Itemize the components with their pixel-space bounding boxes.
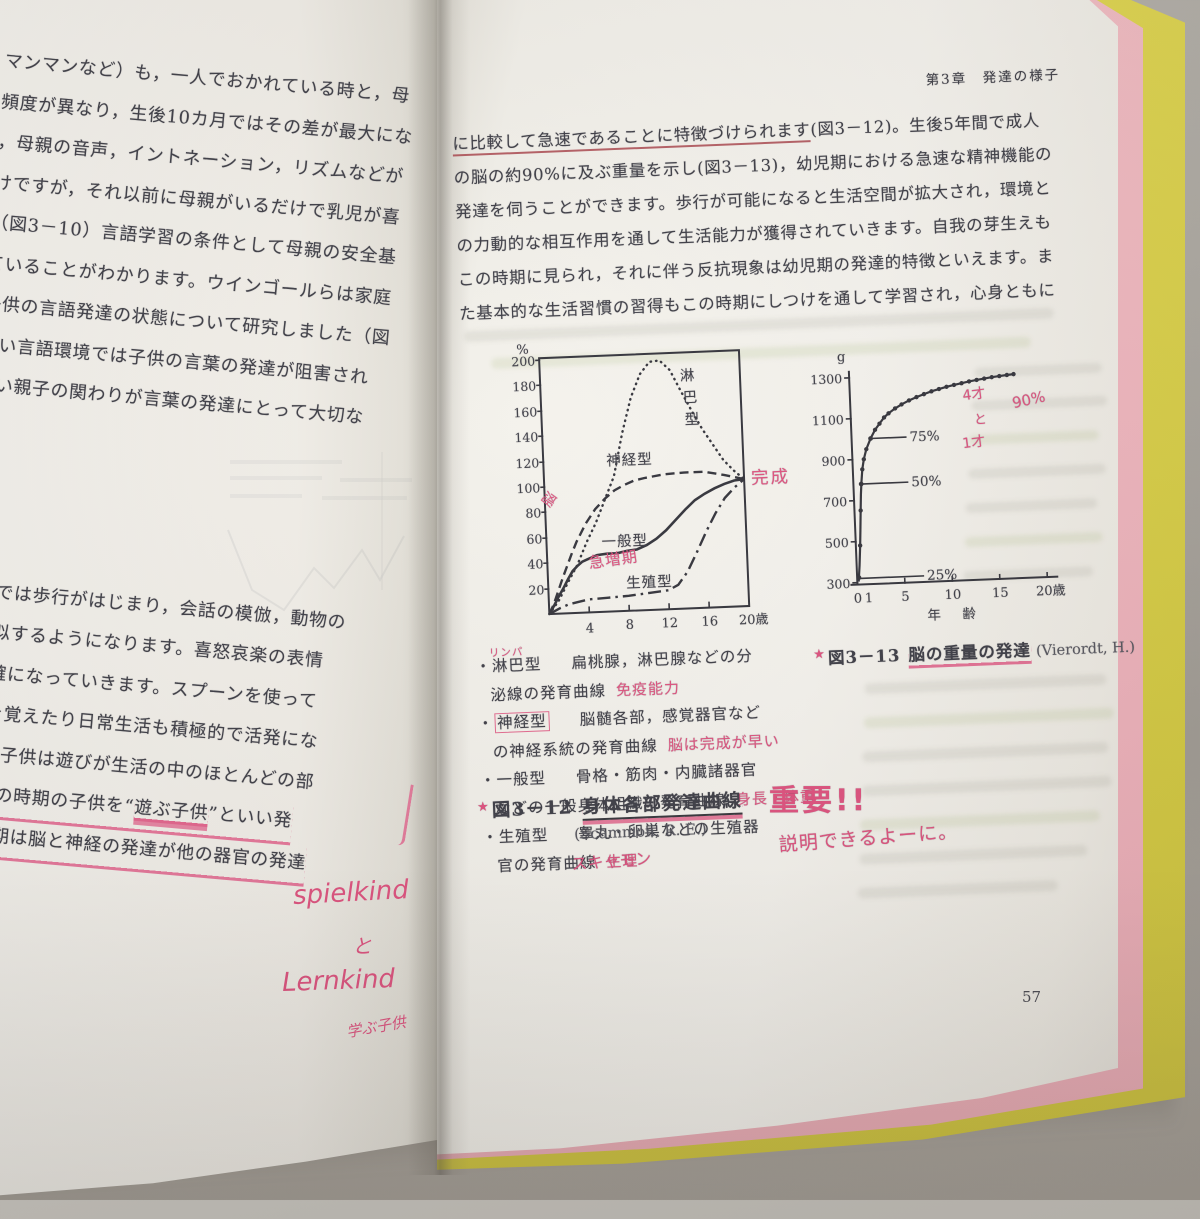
svg-text:50%: 50% <box>911 473 942 490</box>
svg-text:200: 200 <box>511 353 535 369</box>
pink-note-brain: 脳 <box>539 490 560 511</box>
pink-annotation: 免疫能力 <box>615 678 681 699</box>
x-axis-label: 年 齢 <box>927 606 980 624</box>
svg-text:20: 20 <box>528 582 545 598</box>
pink-note-surge: 急増期 <box>588 547 640 572</box>
svg-text:60: 60 <box>526 531 543 547</box>
svg-text:100: 100 <box>516 480 540 496</box>
double-underlined-phrase: 遊ぶ子供 <box>133 796 210 825</box>
svg-text:1300: 1300 <box>810 371 842 387</box>
figure-caption-3-12: ★ 図3－12 身体各部発達曲線 (Scammon, R. E.) スキャモン <box>476 790 743 874</box>
left-page <box>0 0 437 1196</box>
svg-text:180: 180 <box>512 378 536 394</box>
pink-star-mark: ★ <box>812 647 826 663</box>
svg-text:160: 160 <box>513 404 537 420</box>
svg-text:500: 500 <box>825 535 849 551</box>
pink-note-important: 重要!! <box>768 783 869 819</box>
svg-text:300: 300 <box>826 576 850 592</box>
page-showthrough-chart <box>227 452 412 612</box>
handwriting-spielkind: spielkind <box>292 874 410 912</box>
svg-text:15: 15 <box>992 586 1009 602</box>
svg-text:12: 12 <box>661 616 678 632</box>
pink-note-age4: 4才 <box>962 385 987 404</box>
pink-annotation: 脳は完成が早い <box>667 731 781 754</box>
page-number: 57 <box>1022 988 1042 1006</box>
svg-text:1100: 1100 <box>812 412 844 428</box>
svg-text:16: 16 <box>701 614 718 630</box>
svg-text:25%: 25% <box>927 567 958 584</box>
pink-star-mark: ★ <box>476 799 490 816</box>
svg-text:一般型: 一般型 <box>601 532 648 551</box>
svg-text:80: 80 <box>525 505 542 521</box>
svg-text:生殖型: 生殖型 <box>626 573 673 592</box>
svg-text:0: 0 <box>854 591 863 606</box>
svg-text:20歳: 20歳 <box>739 612 769 628</box>
svg-text:淋: 淋 <box>680 367 696 385</box>
brain-weight-chart: g 1300 1100 900 700 500 300 0 1 5 10 15 … <box>810 350 1066 624</box>
svg-text:20歳: 20歳 <box>1036 583 1066 599</box>
svg-text:140: 140 <box>514 429 538 445</box>
svg-text:4: 4 <box>586 621 595 636</box>
pink-boxed-term: 神経型 <box>493 711 551 734</box>
svg-text:700: 700 <box>823 494 847 510</box>
svg-text:120: 120 <box>515 455 539 471</box>
handwriting-lernkind: Lernkind <box>281 964 396 998</box>
pink-note-to: と <box>974 412 988 428</box>
handwriting-to: と <box>352 934 372 958</box>
svg-text:1: 1 <box>865 591 874 606</box>
svg-text:8: 8 <box>625 618 634 633</box>
body-paragraph: に比較して急速であることに特徴づけられます(図3－12)。生後5年間で成人 の脳… <box>452 102 1100 332</box>
pink-note-complete: 完成 <box>751 467 791 489</box>
svg-text:5: 5 <box>901 590 910 605</box>
pink-note-age1: 1才 <box>962 433 987 452</box>
pink-note-90pct: 90% <box>1010 387 1046 412</box>
y-unit-label: % <box>516 343 529 358</box>
pink-furigana: リンパ <box>488 646 524 660</box>
svg-text:型: 型 <box>684 411 699 429</box>
right-page-content: 第3章 発達の様子 に比較して急速であることに特徴づけられます(図3－12)。生… <box>440 57 1135 899</box>
svg-text:神経型: 神経型 <box>606 451 653 470</box>
scammon-growth-chart: % 200 180 160 140 120 100 80 60 40 20 4 … <box>511 343 791 637</box>
y-unit-label: g <box>837 350 846 365</box>
right-page <box>437 0 1118 1155</box>
svg-text:40: 40 <box>527 556 544 572</box>
svg-text:75%: 75% <box>909 428 940 445</box>
svg-text:10: 10 <box>944 588 961 604</box>
svg-text:900: 900 <box>821 453 845 469</box>
svg-text:巴: 巴 <box>682 390 697 407</box>
data-points <box>856 371 1016 580</box>
